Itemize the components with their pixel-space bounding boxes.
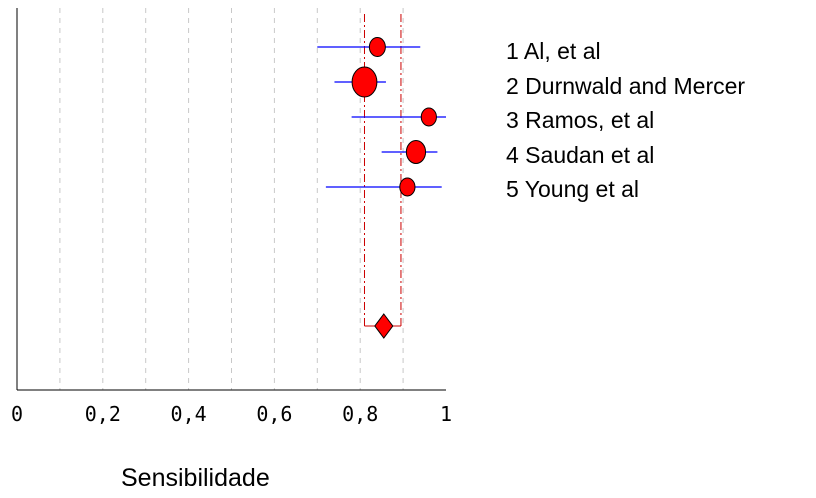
study-markers: [317, 37, 446, 197]
study-marker: [368, 37, 386, 57]
x-tick-label: 0,4: [171, 402, 207, 426]
x-axis-label: Sensibilidade: [121, 464, 270, 492]
gridlines: [59, 8, 404, 390]
x-tick-label: 0,8: [342, 402, 378, 426]
pooled-ci-reference-lines: [363, 14, 402, 326]
legend-item: 5 Young et al: [506, 176, 640, 202]
legend-item: 1 Al, et al: [506, 38, 601, 64]
x-tick-label: 0,6: [256, 402, 292, 426]
x-tick-label: 0,2: [85, 402, 121, 426]
legend-item: 4 Saudan et al: [506, 141, 655, 168]
legend-item: 2 Durnwald and Mercer: [506, 72, 746, 99]
x-tick-label: 0: [11, 402, 23, 426]
x-axis: 0 0,2 0,4 0,6 0,8 1: [11, 8, 452, 426]
legend-item: 3 Ramos, et al: [506, 107, 655, 133]
study-marker: [399, 177, 416, 197]
x-tick-label: 1: [440, 402, 452, 426]
pooled-diamond: [374, 313, 394, 339]
study-marker: [351, 66, 378, 98]
legend: 1 Al, et al 2 Durnwald and Mercer 3 Ramos,…: [506, 34, 745, 207]
study-marker: [405, 140, 427, 164]
pooled-estimate: [364, 313, 401, 339]
study-marker: [420, 107, 437, 127]
